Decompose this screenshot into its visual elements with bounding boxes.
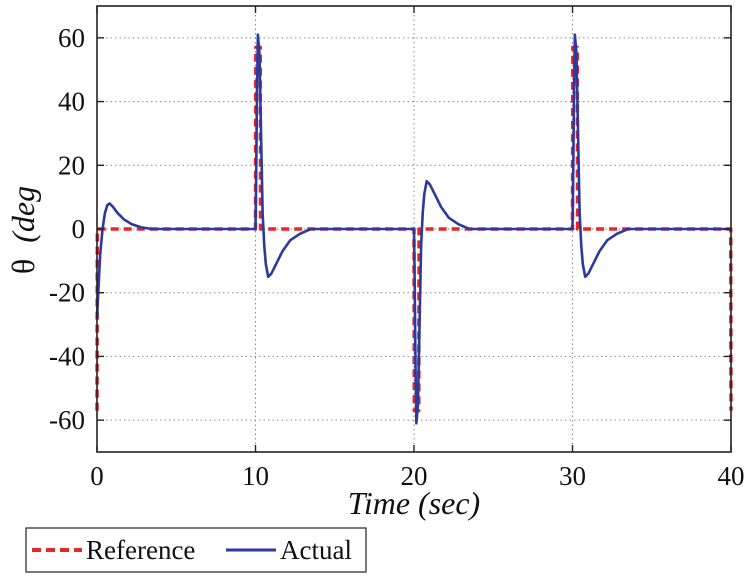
- svg-text:θ (deg: θ (deg: [5, 186, 41, 274]
- x-tick-label: 0: [90, 461, 104, 491]
- series-group: [95, 33, 733, 425]
- x-tick-label: 20: [401, 461, 428, 491]
- legend: Reference Actual: [25, 527, 367, 573]
- y-tick-label: 40: [58, 87, 85, 117]
- x-tick-label: 30: [559, 461, 586, 491]
- y-axis-symbol: θ: [5, 259, 41, 274]
- y-axis-title: θ (deg: [5, 186, 41, 274]
- y-tick-label: 60: [58, 23, 85, 53]
- y-axis-unit: (deg: [5, 186, 41, 243]
- y-tick-label: 0: [72, 214, 86, 244]
- y-tick-label: -60: [49, 405, 85, 435]
- legend-label-actual: Actual: [280, 535, 352, 565]
- series-line-actual: [95, 33, 731, 425]
- x-tick-label: 10: [242, 461, 269, 491]
- legend-label-reference: Reference: [86, 535, 195, 565]
- y-tick-label: -20: [49, 278, 85, 308]
- x-tick-label: 40: [718, 461, 745, 491]
- ticks: 0 10 20 30 40 -60 -40 -20 0 20 40 60: [49, 6, 745, 491]
- y-tick-label: 20: [58, 150, 85, 180]
- x-axis-title: Time (sec): [348, 485, 480, 521]
- y-tick-label: -40: [49, 341, 85, 371]
- legend-box: [25, 527, 367, 573]
